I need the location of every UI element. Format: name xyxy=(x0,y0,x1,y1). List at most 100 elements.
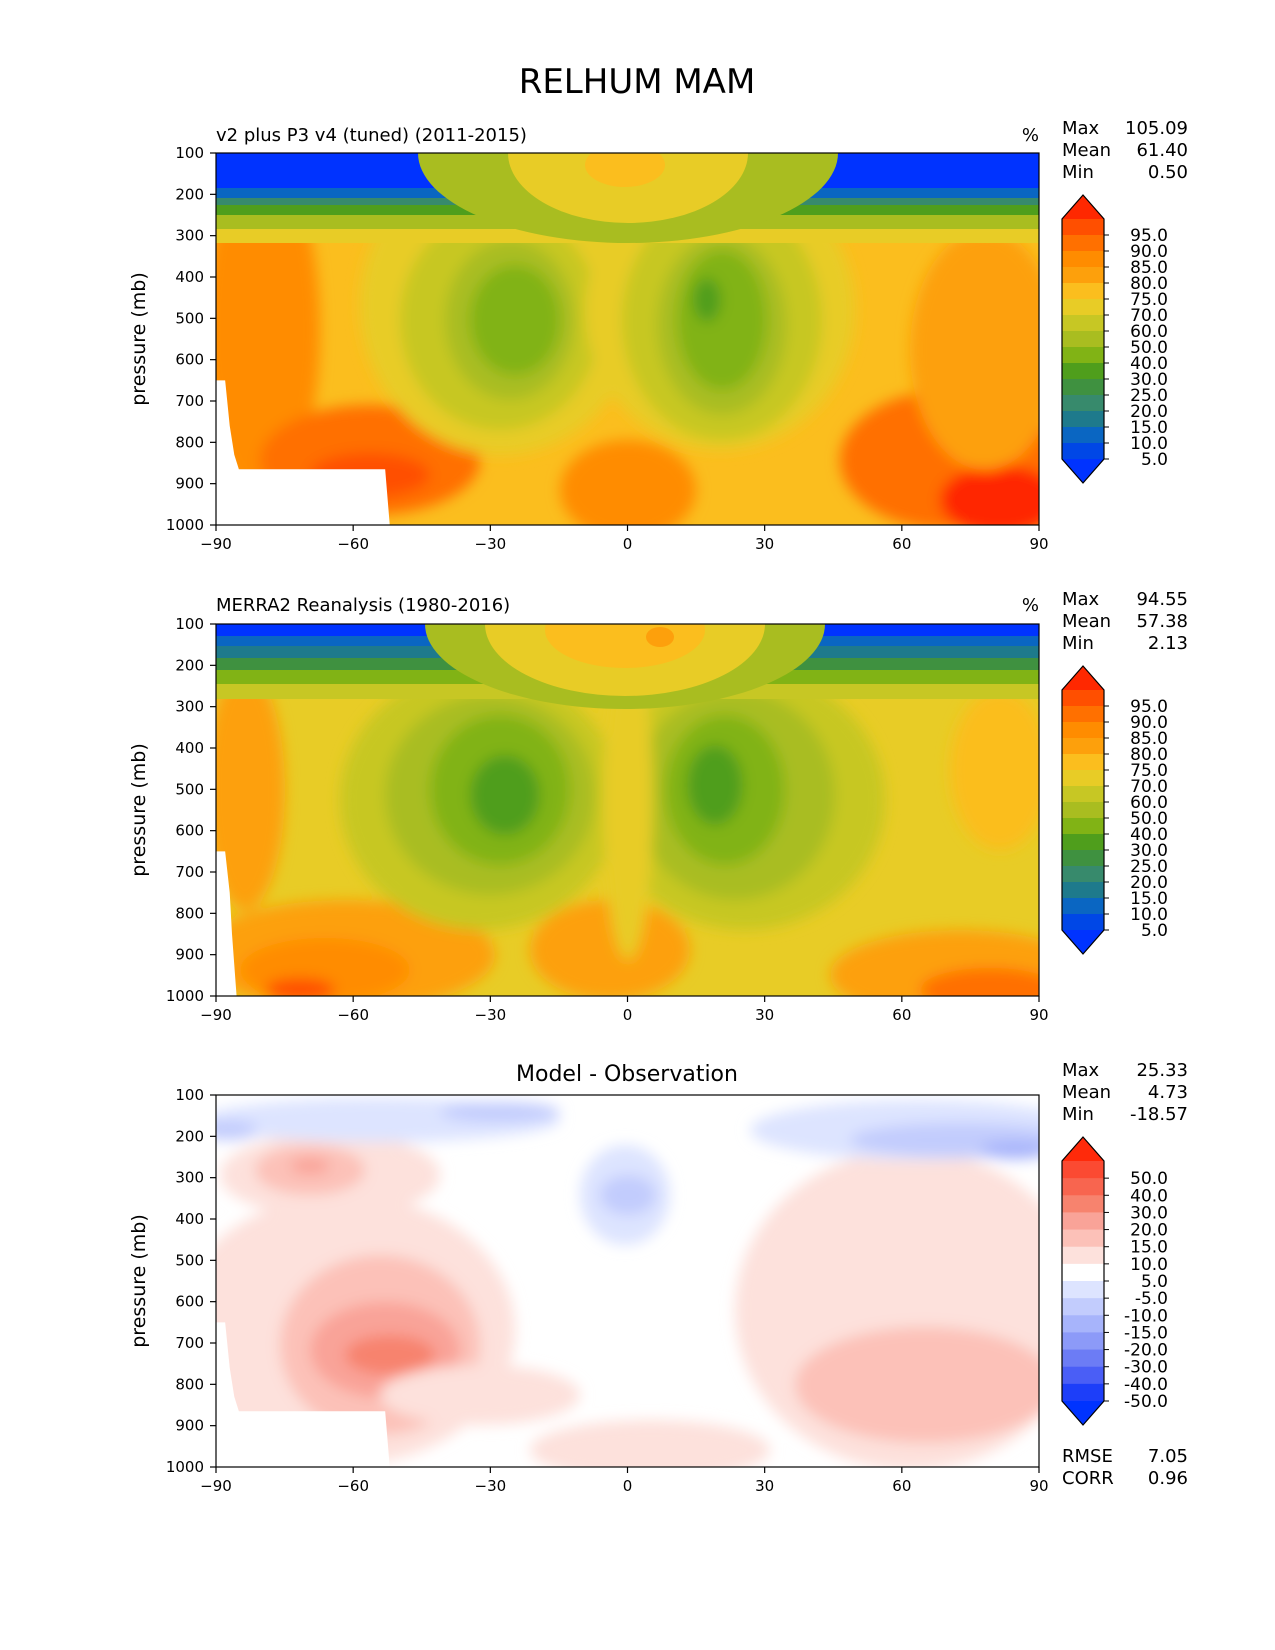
x-tick-label: 60 xyxy=(892,1477,911,1495)
colorbar-extend-max xyxy=(1062,1137,1104,1161)
y-axis-label: pressure (mb) xyxy=(128,1214,150,1348)
blob-nh-dry-core xyxy=(677,250,767,390)
colorbar-segment xyxy=(1062,770,1104,787)
y-tick-label: 700 xyxy=(175,863,204,881)
colorbar-segment xyxy=(1062,1332,1104,1351)
y-tick-label: 400 xyxy=(175,268,204,286)
colorbar-segment xyxy=(1062,1383,1104,1402)
upper-tropical-overlay xyxy=(425,624,825,709)
colorbar-segment xyxy=(1062,914,1104,931)
stat-mean-value: 57.38 xyxy=(1136,611,1188,632)
colorbar-level-label: 20.0 xyxy=(1130,873,1168,893)
y-axis: pressure (mb) 100 200 300 400 500 600 700 800 90… xyxy=(128,144,216,534)
panel-observation: MERRA2 Reanalysis (1980-2016) % xyxy=(128,589,1188,1024)
colorbar-segment xyxy=(1062,1195,1104,1214)
tropics-orange-cap xyxy=(585,153,665,187)
stat-min-value: -18.57 xyxy=(1130,1104,1188,1125)
x-tick-label: −30 xyxy=(475,535,507,553)
stat-max-value: 25.33 xyxy=(1136,1060,1188,1081)
x-tick-label: −30 xyxy=(475,1006,507,1024)
blob-equator-lower-positive xyxy=(530,1420,770,1467)
stat-max-label: Max xyxy=(1062,589,1100,610)
x-tick-label: 60 xyxy=(892,535,911,553)
blob-nh-boundary-core xyxy=(920,968,1039,996)
colorbar-segment xyxy=(1062,331,1104,348)
y-tick-label: 100 xyxy=(175,1086,204,1104)
colorbar-level-label: 40.0 xyxy=(1130,354,1168,374)
stat-max-value: 105.09 xyxy=(1125,118,1188,139)
colorbar-level-label: 10.0 xyxy=(1130,905,1168,925)
colorbar-segment xyxy=(1062,235,1104,252)
colorbar-segment xyxy=(1062,722,1104,739)
colorbar-level-label: 95.0 xyxy=(1130,697,1168,717)
stat-mean-value: 61.40 xyxy=(1136,140,1188,161)
colorbar: 95.090.085.080.075.070.060.050.040.030.0… xyxy=(1061,665,1168,955)
colorbar-segment xyxy=(1062,706,1104,723)
blob-sh-midlevel-moist xyxy=(216,160,320,500)
blob-sh-lowlevel-peak xyxy=(345,1335,435,1375)
y-tick-label: 200 xyxy=(175,1127,204,1145)
colorbar-level-label: -40.0 xyxy=(1124,1375,1168,1395)
blob-nh-midlevel-moist xyxy=(950,690,1039,850)
colorbar-level-label: 85.0 xyxy=(1130,729,1168,749)
blob-nh-dry-center xyxy=(693,278,721,322)
y-tick-label: 600 xyxy=(175,351,204,369)
stats-block: Max 94.55 Mean 57.38 Min 2.13 xyxy=(1062,589,1188,654)
y-tick-label: 300 xyxy=(175,698,204,716)
x-tick-label: 30 xyxy=(755,1006,774,1024)
colorbar-level-label: 50.0 xyxy=(1130,1169,1168,1189)
colorbar-segment xyxy=(1062,866,1104,883)
colorbar-level-label: 90.0 xyxy=(1130,713,1168,733)
x-tick-label: −60 xyxy=(337,1006,369,1024)
blob-upper-negative-sh-core xyxy=(440,1102,560,1122)
colorbar-segment xyxy=(1062,1212,1104,1231)
colorbar-level-label: 20.0 xyxy=(1130,1221,1168,1241)
colorbar-segment xyxy=(1062,802,1104,819)
colorbar-extend-min xyxy=(1062,1401,1104,1425)
colorbar-segment xyxy=(1062,219,1104,236)
y-tick-label: 800 xyxy=(175,904,204,922)
colorbar-segment xyxy=(1062,1349,1104,1368)
colorbar-level-label: 15.0 xyxy=(1130,1238,1168,1258)
colorbar-level-label: 90.0 xyxy=(1130,242,1168,262)
colorbar-level-label: -15.0 xyxy=(1124,1323,1168,1343)
stat-min-label: Min xyxy=(1062,162,1094,183)
colorbar-segment xyxy=(1062,882,1104,899)
colorbar-extend-min xyxy=(1062,459,1104,483)
x-tick-label: −30 xyxy=(475,1477,507,1495)
y-tick-label: 1000 xyxy=(166,516,204,534)
colorbar-level-label: 25.0 xyxy=(1130,386,1168,406)
y-tick-label: 800 xyxy=(175,1375,204,1393)
y-tick-label: 900 xyxy=(175,1417,204,1435)
colorbar-segment xyxy=(1062,834,1104,851)
y-tick-label: 500 xyxy=(175,1251,204,1269)
colorbar-level-label: 5.0 xyxy=(1141,1272,1168,1292)
x-axis: −90 −60 −30 0 30 60 90 xyxy=(200,1467,1049,1495)
y-tick-label: 900 xyxy=(175,475,204,493)
colorbar-level-label: 5.0 xyxy=(1141,921,1168,941)
colorbar-level-label: 60.0 xyxy=(1130,322,1168,342)
colorbar-segment xyxy=(1062,251,1104,268)
x-tick-label: 90 xyxy=(1029,535,1048,553)
x-tick-label: −90 xyxy=(200,1006,232,1024)
x-tick-label: −60 xyxy=(337,535,369,553)
metric-corr-label: CORR xyxy=(1062,1468,1114,1489)
blob-nh-boundary-core xyxy=(940,465,1039,525)
blob-nh-midlevel-moist xyxy=(910,230,1039,470)
y-tick-label: 500 xyxy=(175,309,204,327)
colorbar-level-label: 5.0 xyxy=(1141,450,1168,470)
colorbar-extend-max xyxy=(1062,195,1104,219)
stat-max-label: Max xyxy=(1062,118,1100,139)
stat-max-value: 94.55 xyxy=(1136,589,1188,610)
colorbar-extend-min xyxy=(1062,930,1104,954)
colorbar-segment xyxy=(1062,267,1104,284)
colorbar-level-label: -10.0 xyxy=(1124,1306,1168,1326)
x-tick-label: −60 xyxy=(337,1477,369,1495)
stat-min-label: Min xyxy=(1062,1104,1094,1125)
y-tick-label: 300 xyxy=(175,1169,204,1187)
topography-mask xyxy=(216,380,390,525)
x-tick-label: 90 xyxy=(1029,1477,1048,1495)
units-label: % xyxy=(1022,125,1039,146)
colorbar-segment xyxy=(1062,1263,1104,1282)
